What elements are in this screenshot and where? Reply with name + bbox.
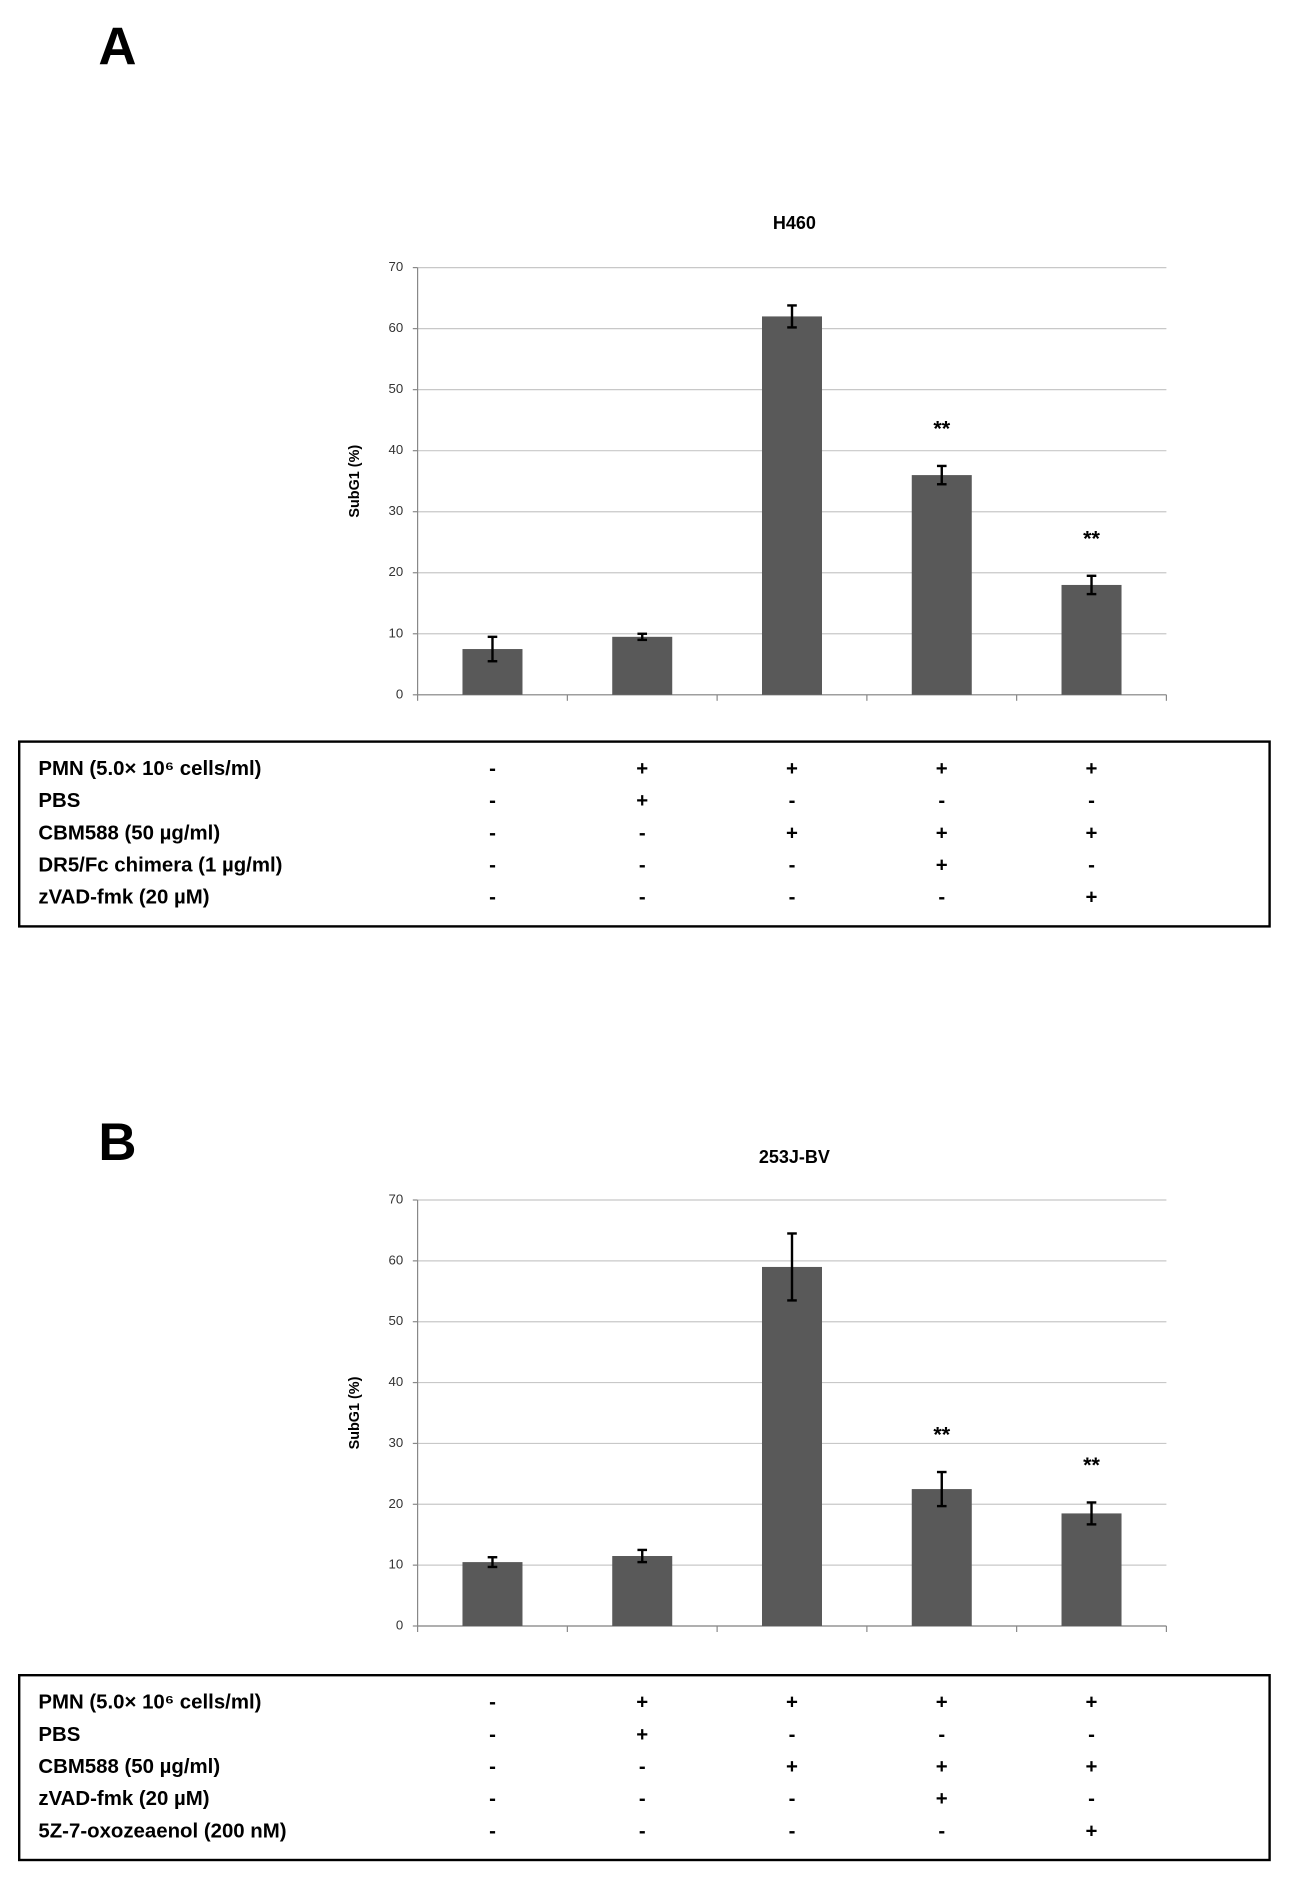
condition-sign: +	[1086, 1692, 1098, 1714]
condition-sign: -	[489, 758, 496, 780]
condition-sign: +	[636, 1724, 648, 1746]
condition-sign: +	[1086, 822, 1098, 844]
row-label: 5Z-7-oxozeaenol (200 nM)	[38, 1820, 286, 1842]
condition-sign: -	[489, 855, 496, 877]
condition-sign: -	[789, 1820, 796, 1842]
y-tick-label: 60	[389, 1252, 404, 1267]
condition-sign: -	[639, 822, 646, 844]
condition-sign: +	[936, 822, 948, 844]
y-tick-label: 50	[389, 1313, 404, 1328]
condition-sign: -	[489, 1788, 496, 1810]
y-tick-label: 70	[389, 259, 404, 274]
table-box	[18, 1674, 1271, 1862]
condition-sign: +	[786, 822, 798, 844]
bar	[612, 1556, 673, 1626]
condition-sign: +	[636, 790, 648, 812]
condition-sign: -	[789, 855, 796, 877]
condition-sign: -	[489, 887, 496, 909]
y-axis-label: SubG1 (%)	[347, 445, 363, 518]
bar	[612, 636, 673, 695]
condition-sign: -	[789, 887, 796, 909]
condition-sign: +	[1086, 758, 1098, 780]
condition-sign: +	[1086, 887, 1098, 909]
y-tick-label: 30	[389, 1435, 404, 1450]
condition-sign: -	[489, 1692, 496, 1714]
y-tick-label: 20	[389, 564, 404, 579]
y-tick-label: 0	[396, 686, 403, 701]
bar	[762, 1266, 822, 1626]
condition-sign: +	[936, 1788, 948, 1810]
condition-sign: -	[489, 1756, 496, 1778]
y-tick-label: 10	[389, 625, 404, 640]
condition-sign: +	[1086, 1820, 1098, 1842]
condition-sign: -	[938, 1820, 945, 1842]
y-tick-label: 20	[389, 1496, 404, 1511]
row-label: DR5/Fc chimera (1 µg/ml)	[38, 855, 282, 877]
condition-sign: +	[936, 1756, 948, 1778]
row-label: CBM588 (50 µg/ml)	[38, 1756, 220, 1778]
condition-sign: -	[489, 1820, 496, 1842]
condition-sign: -	[938, 790, 945, 812]
condition-sign: -	[639, 1820, 646, 1842]
bar	[911, 475, 972, 695]
y-tick-label: 70	[389, 1191, 404, 1206]
condition-sign: -	[489, 790, 496, 812]
y-tick-label: 50	[389, 381, 404, 396]
condition-sign: +	[936, 855, 948, 877]
y-tick-label: 10	[389, 1557, 404, 1572]
row-label: zVAD-fmk (20 µM)	[38, 887, 209, 909]
condition-sign: +	[786, 1692, 798, 1714]
condition-sign: +	[936, 1692, 948, 1714]
panel-letter: A	[98, 17, 136, 76]
y-tick-label: 0	[396, 1617, 403, 1632]
table-box	[18, 740, 1271, 928]
condition-sign: -	[489, 1724, 496, 1746]
significance-mark: **	[933, 416, 950, 441]
condition-sign: -	[938, 887, 945, 909]
chart-title: 253J-BV	[759, 1147, 830, 1167]
condition-sign: -	[789, 1788, 796, 1810]
significance-mark: **	[933, 1422, 950, 1447]
condition-sign: +	[786, 1756, 798, 1778]
condition-sign: -	[639, 887, 646, 909]
condition-sign: -	[789, 790, 796, 812]
y-tick-label: 40	[389, 442, 404, 457]
condition-sign: -	[489, 822, 496, 844]
chart-title: H460	[773, 213, 816, 233]
bar	[1061, 584, 1122, 695]
panel-letter: B	[98, 1113, 136, 1172]
bar	[462, 1562, 523, 1626]
bar	[911, 1489, 972, 1626]
significance-mark: **	[1083, 1452, 1100, 1477]
row-label: CBM588 (50 µg/ml)	[38, 822, 220, 844]
y-axis-label: SubG1 (%)	[347, 1376, 363, 1449]
condition-sign: +	[636, 1692, 648, 1714]
condition-sign: +	[786, 758, 798, 780]
condition-sign: +	[936, 758, 948, 780]
condition-sign: -	[1088, 1788, 1095, 1810]
condition-sign: -	[938, 1724, 945, 1746]
row-label: PBS	[38, 790, 80, 812]
condition-sign: +	[636, 758, 648, 780]
condition-sign: +	[1086, 1756, 1098, 1778]
condition-sign: -	[639, 1788, 646, 1810]
bar	[1061, 1513, 1122, 1626]
y-tick-label: 30	[389, 503, 404, 518]
y-tick-label: 60	[389, 320, 404, 335]
significance-mark: **	[1083, 525, 1100, 550]
condition-sign: -	[1088, 1724, 1095, 1746]
row-label: PMN (5.0× 10⁶ cells/ml)	[38, 1692, 261, 1714]
bar	[762, 316, 822, 695]
row-label: PBS	[38, 1724, 80, 1746]
condition-sign: -	[789, 1724, 796, 1746]
condition-sign: -	[1088, 855, 1095, 877]
condition-sign: -	[1088, 790, 1095, 812]
row-label: PMN (5.0× 10⁶ cells/ml)	[38, 758, 261, 780]
row-label: zVAD-fmk (20 µM)	[38, 1788, 209, 1810]
y-tick-label: 40	[389, 1374, 404, 1389]
condition-sign: -	[639, 855, 646, 877]
condition-sign: -	[639, 1756, 646, 1778]
